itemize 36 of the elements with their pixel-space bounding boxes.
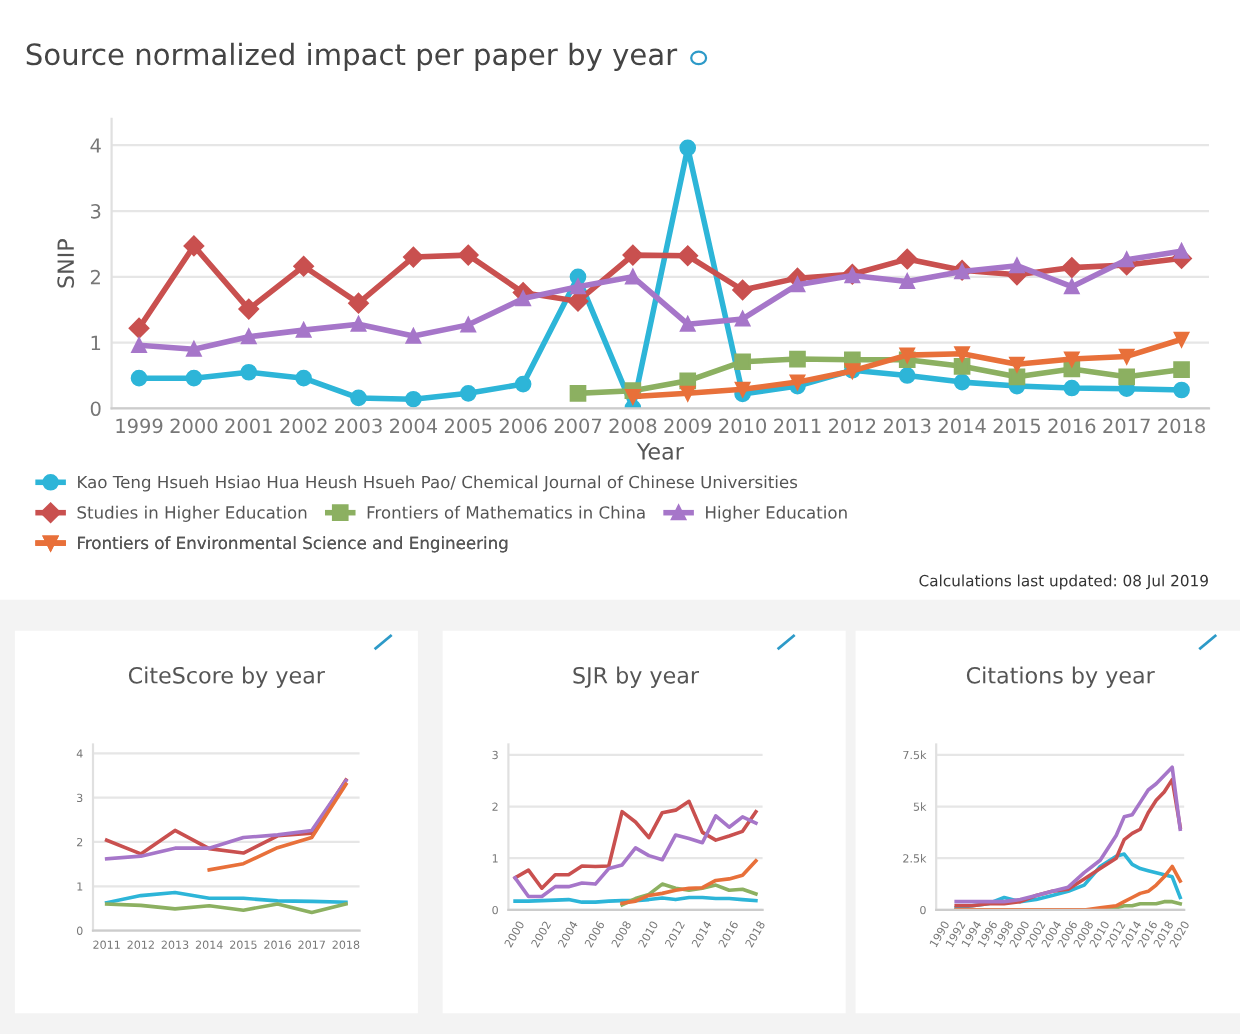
x-tick-label: 2009 bbox=[664, 418, 712, 434]
legend-label: Frontiers of Mathematics in China bbox=[367, 505, 645, 519]
x-tick-label: 2003 bbox=[335, 418, 382, 434]
x-tick-label: 2016 bbox=[1048, 418, 1096, 434]
x-tick-label: 2007 bbox=[554, 418, 602, 434]
y-axis-title: SNIP bbox=[57, 239, 75, 288]
x-tick-label: 2015 bbox=[993, 418, 1040, 434]
x-tick-label: 2006 bbox=[499, 418, 547, 434]
y-tick-label: 4 bbox=[90, 138, 101, 153]
chart-title: SJR by year bbox=[573, 666, 700, 688]
x-tick-label: 2013 bbox=[883, 418, 931, 434]
x-tick-label: 2011 bbox=[774, 418, 821, 434]
x-tick-label: 1999 bbox=[116, 418, 163, 434]
y-tick-label: 0 bbox=[90, 401, 101, 417]
y-tick-label: 3 bbox=[90, 203, 101, 219]
y-tick-label: 2 bbox=[90, 269, 100, 285]
chart-title: Citations by year bbox=[966, 666, 1155, 688]
x-tick-label: 2017 bbox=[1103, 418, 1150, 434]
x-axis-title: Year bbox=[636, 443, 684, 460]
x-tick-label: 2012 bbox=[829, 418, 876, 434]
y-tick-label: 1 bbox=[91, 335, 101, 351]
x-tick-label: 2000 bbox=[170, 418, 218, 434]
x-tick-label: 2004 bbox=[390, 418, 438, 434]
x-tick-label: 2018 bbox=[1158, 418, 1205, 434]
legend-label: Frontiers of Environmental Science and Engineering bbox=[78, 536, 508, 553]
x-tick-label: 2010 bbox=[719, 418, 767, 434]
chart-title: Source normalized impact per paper by year bbox=[26, 42, 678, 71]
x-tick-label: 2002 bbox=[280, 418, 327, 434]
x-tick-label: 2001 bbox=[225, 418, 272, 434]
x-tick-label: 2008 bbox=[609, 418, 657, 434]
chart-title: CiteScore by year bbox=[128, 666, 325, 688]
legend-label: Studies in Higher Education bbox=[77, 505, 307, 522]
legend-label: Kao Teng Hsueh Hsiao Hua Heush Hsueh Pao/ Chemical Journal of Chinese Universities bbox=[78, 475, 798, 492]
x-tick-label: 2005 bbox=[444, 418, 492, 434]
legend-label: Higher Education bbox=[706, 505, 847, 522]
x-tick-label: 2014 bbox=[938, 418, 986, 434]
